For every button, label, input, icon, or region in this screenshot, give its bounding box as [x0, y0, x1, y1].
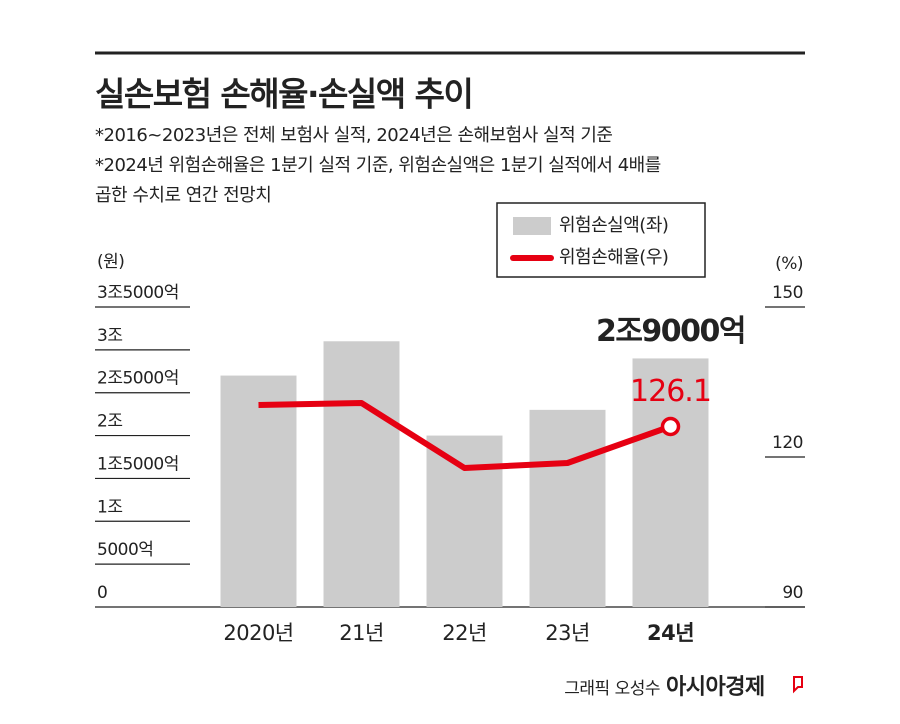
point-marker — [660, 416, 681, 437]
credit: 그래픽 오성수 — [564, 679, 660, 699]
bar — [529, 409, 606, 607]
line — [258, 400, 672, 471]
note: *2024년 위험손해율은 1분기 실적 기준, 위험손실액은 1분기 실적에서… — [95, 155, 661, 176]
bar — [220, 375, 297, 607]
y2-tick-label: 90 — [782, 583, 803, 603]
y-tick-label: 5000억 — [97, 540, 153, 560]
value-label: 126.1 — [630, 374, 711, 409]
publisher: 아시아경제 — [666, 675, 765, 700]
legend-box — [496, 202, 706, 278]
y-tick-label: 3조 — [97, 326, 122, 346]
legend-label: 위험손해율(우) — [559, 247, 668, 268]
note: *2016~2023년은 전체 보험사 실적, 2024년은 손해보험사 실적 … — [95, 125, 612, 146]
legend-label: 위험손실액(좌) — [559, 215, 668, 236]
bar — [426, 435, 503, 607]
y2-unit: (%) — [775, 254, 803, 274]
y-unit: (원) — [97, 252, 124, 272]
x-tick-label: 24년 — [647, 621, 694, 645]
y2-tick-label: 120 — [772, 433, 803, 453]
note: 곱한 수치로 연간 전망치 — [95, 185, 271, 206]
legend-swatch — [513, 217, 551, 235]
y-tick-label: 1조5000억 — [97, 454, 179, 474]
chart-title: 실손보험 손해율·손실액 추이 — [95, 75, 472, 114]
x-tick-label: 22년 — [442, 621, 487, 645]
value-label: 2조9000억 — [596, 314, 745, 349]
bar — [632, 358, 709, 607]
bar — [323, 341, 400, 607]
y-tick-label: 0 — [97, 583, 107, 603]
y-tick-label: 2조5000억 — [97, 369, 179, 389]
x-tick-label: 21년 — [339, 621, 384, 645]
logo-mark — [793, 676, 803, 694]
y-tick-label: 2조 — [97, 412, 122, 432]
y-tick-label: 1조 — [97, 497, 122, 517]
y-tick-label: 3조5000억 — [97, 283, 179, 303]
x-tick-label: 2020년 — [223, 621, 293, 645]
x-tick-label: 23년 — [545, 621, 590, 645]
y2-tick-label: 150 — [772, 283, 803, 303]
